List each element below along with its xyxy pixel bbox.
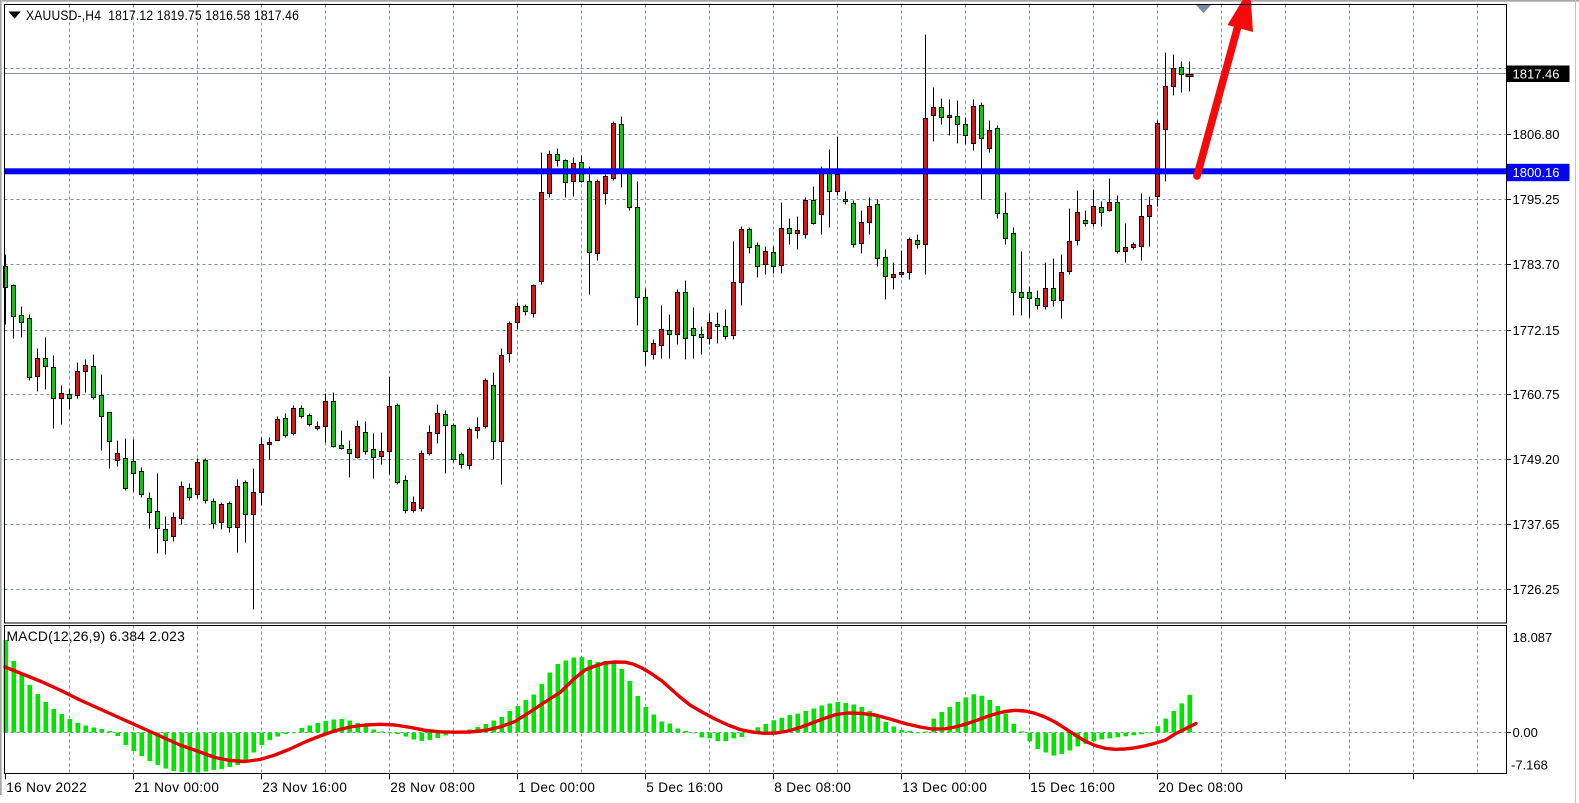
svg-text:-7.168: -7.168 xyxy=(1511,758,1548,773)
svg-text:13 Dec 00:00: 13 Dec 00:00 xyxy=(902,780,987,795)
svg-text:8 Dec 08:00: 8 Dec 08:00 xyxy=(774,780,851,795)
svg-text:28 Nov 08:00: 28 Nov 08:00 xyxy=(390,780,475,795)
svg-text:0.00: 0.00 xyxy=(1513,725,1538,740)
svg-text:MACD(12,26,9) 6.384 2.023: MACD(12,26,9) 6.384 2.023 xyxy=(7,629,186,644)
svg-text:18.087: 18.087 xyxy=(1513,630,1553,645)
svg-text:1737.65: 1737.65 xyxy=(1513,517,1560,532)
svg-text:20 Dec 08:00: 20 Dec 08:00 xyxy=(1158,780,1243,795)
svg-text:1817.46: 1817.46 xyxy=(1513,67,1560,82)
svg-text:16 Nov 2022: 16 Nov 2022 xyxy=(6,780,87,795)
svg-text:1749.20: 1749.20 xyxy=(1513,452,1560,467)
svg-text:1806.80: 1806.80 xyxy=(1513,127,1560,142)
svg-text:15 Dec 16:00: 15 Dec 16:00 xyxy=(1030,780,1115,795)
svg-text:XAUUSD-,H4 1817.12 1819.75 18: XAUUSD-,H4 1817.12 1819.75 1816.58 1817.… xyxy=(26,8,299,23)
svg-text:1726.25: 1726.25 xyxy=(1513,582,1560,597)
svg-text:1800.16: 1800.16 xyxy=(1513,165,1560,180)
svg-text:1795.25: 1795.25 xyxy=(1513,192,1560,207)
svg-text:23 Nov 16:00: 23 Nov 16:00 xyxy=(262,780,347,795)
svg-text:21 Nov 00:00: 21 Nov 00:00 xyxy=(134,780,219,795)
svg-text:1783.70: 1783.70 xyxy=(1513,257,1560,272)
svg-text:1772.15: 1772.15 xyxy=(1513,323,1560,338)
svg-text:5 Dec 16:00: 5 Dec 16:00 xyxy=(646,780,723,795)
svg-text:1 Dec 00:00: 1 Dec 00:00 xyxy=(518,780,595,795)
svg-text:1760.75: 1760.75 xyxy=(1513,387,1560,402)
